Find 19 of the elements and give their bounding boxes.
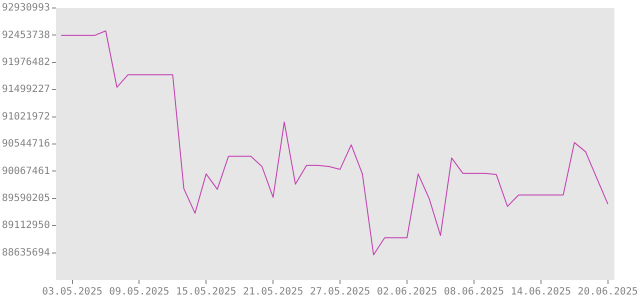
y-tick-label: 92930993 — [2, 2, 50, 14]
x-tick-label: 02.06.2025 — [376, 286, 438, 298]
x-tick-label: 03.05.2025 — [42, 286, 102, 298]
x-tick-label: 09.05.2025 — [109, 286, 170, 298]
y-tick-label: 92453738 — [2, 30, 50, 41]
y-tick-label: 91021972 — [2, 111, 50, 122]
y-tick-label: 90067461 — [2, 166, 50, 177]
x-tick-label: 08.06.2025 — [444, 286, 504, 298]
x-tick-label: 14.06.2025 — [510, 286, 572, 298]
x-tick-label: 20.06.2025 — [578, 286, 638, 298]
x-tick-label: 15.05.2025 — [176, 286, 236, 298]
y-tick-label: 91499227 — [2, 84, 50, 96]
y-tick-label: 90544716 — [2, 138, 50, 150]
x-tick-label: 21.05.2025 — [243, 286, 304, 298]
x-tick-label: 27.05.2025 — [310, 286, 370, 298]
y-tick-label: 88635694 — [2, 247, 50, 258]
y-tick-label: 89590205 — [2, 192, 50, 204]
y-tick-label: 89112950 — [2, 220, 50, 232]
y-tick-label: 91976482 — [2, 56, 50, 68]
